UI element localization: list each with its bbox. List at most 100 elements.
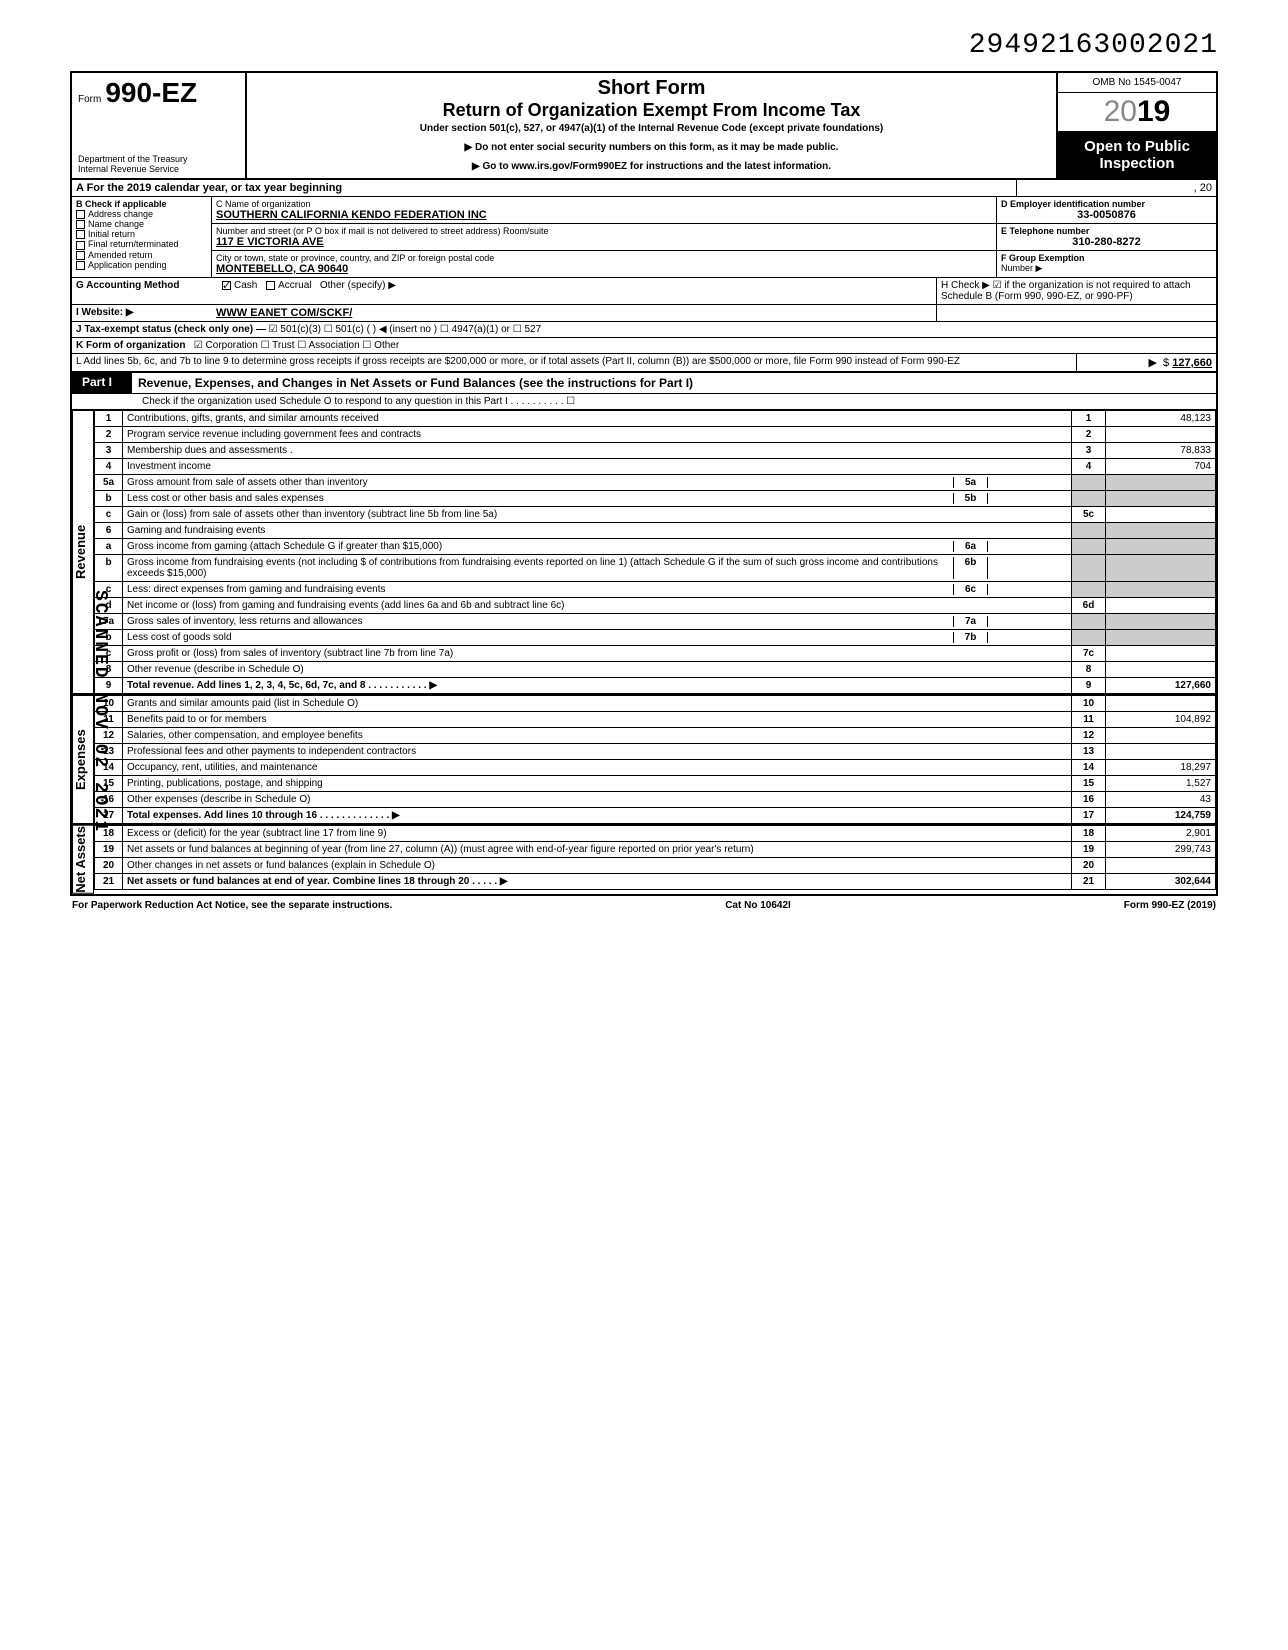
table-row: bLess cost of goods sold7b [95,630,1216,646]
g-other: Other (specify) ▶ [320,280,396,291]
revenue-section: Revenue 1Contributions, gifts, grants, a… [72,410,1216,695]
num: 18 [1072,826,1106,842]
revenue-label: Revenue [72,410,94,694]
title-short: Short Form [255,77,1048,100]
num: 10 [1072,696,1106,712]
desc: Membership dues and assessments . [123,443,1072,459]
checkbox-icon[interactable] [76,230,85,239]
checkbox-icon[interactable] [76,261,85,270]
ln: 6 [95,523,123,539]
amt [1106,646,1216,662]
table-row: 8Other revenue (describe in Schedule O)8 [95,662,1216,678]
midamt [987,632,1067,643]
form-number: Form 990-EZ [78,77,239,109]
ein-section: D Employer identification number 33-0050… [996,197,1216,223]
mid: 5b [953,493,987,504]
group-exempt: F Group Exemption Number ▶ [996,251,1216,277]
table-row: cGross profit or (loss) from sales of in… [95,646,1216,662]
form-no: 990-EZ [105,77,197,108]
l-amount: 127,660 [1172,357,1212,369]
f-label: F Group Exemption [1001,253,1212,263]
table-row: 1Contributions, gifts, grants, and simil… [95,411,1216,427]
table-row: 19Net assets or fund balances at beginni… [95,842,1216,858]
b-opt-0: Address change [76,209,207,219]
desc: Salaries, other compensation, and employ… [123,728,1072,744]
b-lbl-5: Application pending [88,260,167,270]
g-label: G Accounting Method [72,278,212,304]
checkbox-icon[interactable] [76,220,85,229]
amt: 48,123 [1106,411,1216,427]
col-cd: C Name of organization SOUTHERN CALIFORN… [212,197,1216,277]
j-label: J Tax-exempt status (check only one) — [76,324,266,335]
checkbox-icon[interactable] [76,241,85,250]
desc: Gain or (loss) from sale of assets other… [123,507,1072,523]
desc: Gross profit or (loss) from sales of inv… [123,646,1072,662]
amt-shade [1106,614,1216,630]
checkbox-accrual-icon[interactable] [266,281,275,290]
num: 20 [1072,858,1106,874]
desc: Professional fees and other payments to … [123,744,1072,760]
ln: 3 [95,443,123,459]
num: 8 [1072,662,1106,678]
amt-shade [1106,523,1216,539]
desc: Investment income [123,459,1072,475]
desc: Gross amount from sale of assets other t… [123,475,1072,491]
num: 17 [1072,808,1106,824]
part1-header: Part I Revenue, Expenses, and Changes in… [72,372,1216,394]
phone-value: 310-280-8272 [1001,236,1212,248]
table-row: aGross income from gaming (attach Schedu… [95,539,1216,555]
ln: b [95,491,123,507]
form-page: 29492163002021 SCANNED NOV 02 2021 Form9… [70,30,1218,915]
num: 16 [1072,792,1106,808]
midamt [987,493,1067,504]
website-value: WWW EANET COM/SCKF/ [216,307,352,319]
b-lbl-4: Amended return [88,250,153,260]
table-row: 18Excess or (deficit) for the year (subt… [95,826,1216,842]
desc: Printing, publications, postage, and shi… [123,776,1072,792]
amt: 299,743 [1106,842,1216,858]
midamt [987,557,1067,579]
expenses-body: 10Grants and similar amounts paid (list … [94,695,1216,824]
num-shade [1072,630,1106,646]
desc: Gaming and fundraising events [123,523,1072,539]
document-number: 29492163002021 [70,30,1218,61]
table-row: 20Other changes in net assets or fund ba… [95,858,1216,874]
line-a-right: , 20 [1016,180,1216,196]
goto-line: ▶ Go to www.irs.gov/Form990EZ for instru… [255,161,1048,172]
year-box: 2019 [1058,93,1216,132]
table-row: 13Professional fees and other payments t… [95,744,1216,760]
doc-number: 29492163002021 [969,30,1218,61]
addr-row1: Number and street (or P O box if mail is… [212,224,1216,251]
b-opt-5: Application pending [76,260,207,270]
desc: Less: direct expenses from gaming and fu… [123,582,1072,598]
checkbox-icon[interactable] [76,210,85,219]
amt: 2,901 [1106,826,1216,842]
amt: 1,527 [1106,776,1216,792]
midamt [987,584,1067,595]
desc: Other revenue (describe in Schedule O) [123,662,1072,678]
checkbox-icon[interactable] [76,251,85,260]
ln: c [95,507,123,523]
amt: 18,297 [1106,760,1216,776]
form-prefix: Form [78,94,101,105]
subtitle: Under section 501(c), 527, or 4947(a)(1)… [255,123,1048,134]
street-address: 117 E VICTORIA AVE [216,236,992,248]
netassets-label: Net Assets [72,825,94,894]
footer-mid: Cat No 10642I [725,900,791,911]
num-shade [1072,475,1106,491]
d: Less cost of goods sold [127,632,953,643]
expenses-table: 10Grants and similar amounts paid (list … [94,695,1216,824]
table-row: 17Total expenses. Add lines 10 through 1… [95,808,1216,824]
checkbox-cash-icon[interactable] [222,281,231,290]
num: 14 [1072,760,1106,776]
d: Gross amount from sale of assets other t… [127,477,953,488]
row-l: L Add lines 5b, 6c, and 7b to line 9 to … [72,354,1216,372]
amt: 127,660 [1106,678,1216,694]
header-left: Form990-EZ Department of the Treasury In… [72,73,247,178]
d: Less cost or other basis and sales expen… [127,493,953,504]
row-i: I Website: ▶ WWW EANET COM/SCKF/ [72,305,1216,322]
row-gh: G Accounting Method Cash Accrual Other (… [72,278,1216,305]
desc: Grants and similar amounts paid (list in… [123,696,1072,712]
desc: Net assets or fund balances at beginning… [123,842,1072,858]
amt [1106,507,1216,523]
